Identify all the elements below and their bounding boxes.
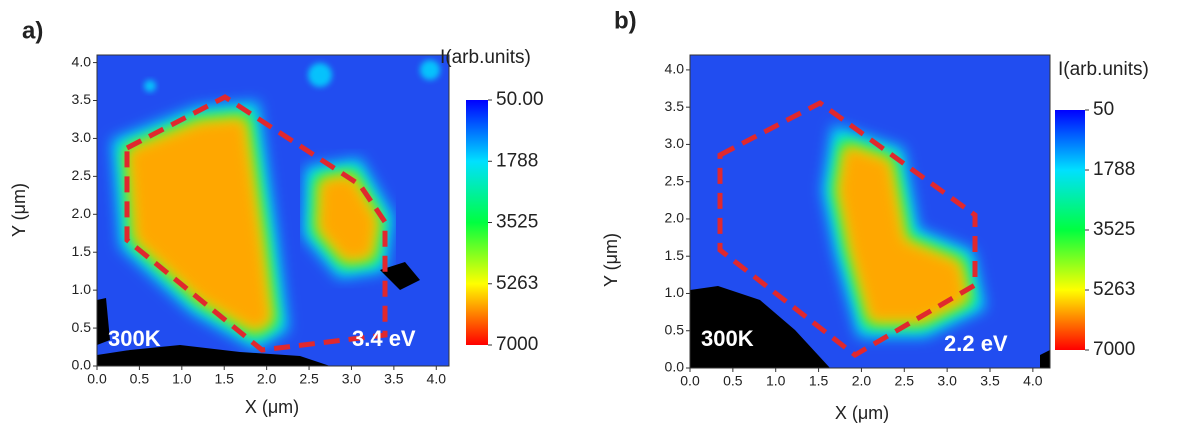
no-signal: [97, 298, 110, 345]
annotation: 2.2 eV: [944, 331, 1008, 356]
outline: [124, 94, 388, 353]
no-signal: [1040, 350, 1050, 368]
plot-frame: [96, 54, 450, 367]
y-tick-label: 2.0: [665, 210, 685, 226]
x-tick-label: 3.0: [342, 371, 362, 387]
blob-center: [318, 175, 378, 262]
x-tick-label: 2.0: [852, 373, 872, 389]
x-axis-label: X (μm): [835, 403, 889, 423]
colorbar-tick-label: 50: [1093, 99, 1114, 120]
y-tick-label: 2.5: [72, 167, 92, 183]
panel-label: a): [22, 17, 43, 44]
no-signal: [380, 262, 420, 290]
y-tick-label: 3.5: [665, 98, 685, 114]
y-tick-label: 4.0: [72, 53, 92, 69]
x-tick-label: 0.5: [130, 371, 150, 387]
x-tick-label: 3.5: [980, 373, 1000, 389]
outline: [717, 100, 978, 359]
y-tick-label: 3.5: [72, 91, 92, 107]
y-tick-label: 3.0: [665, 135, 685, 151]
y-tick-label: 2.5: [665, 172, 685, 188]
x-tick-label: 2.0: [257, 371, 277, 387]
colorbar-tick-label: 5263: [1093, 279, 1135, 300]
colorbar: [1055, 110, 1085, 350]
no-signal: [690, 286, 830, 368]
no-signal: [97, 345, 330, 366]
y-axis-label: Y (μm): [9, 183, 29, 237]
hot-spot: [308, 63, 332, 87]
y-tick-label: 1.5: [72, 243, 92, 259]
blob-center: [838, 145, 968, 322]
y-tick-label: 0.5: [665, 321, 685, 337]
x-tick-label: 3.0: [937, 373, 957, 389]
x-tick-label: 4.0: [427, 371, 447, 387]
x-tick-label: 1.5: [809, 373, 829, 389]
y-tick-label: 1.0: [665, 284, 685, 300]
x-tick-label: 2.5: [299, 371, 319, 387]
y-tick-label: 4.0: [665, 61, 685, 77]
colorbar-tick-label: 1788: [1093, 159, 1135, 180]
x-tick-label: 2.5: [895, 373, 915, 389]
blob-center: [128, 118, 272, 332]
colorbar-title: I(arb.units): [1058, 59, 1149, 80]
annotation: 300K: [701, 326, 754, 351]
y-tick-label: 0.0: [665, 359, 685, 375]
colorbar-tick-label: 7000: [496, 334, 538, 355]
colorbar: [466, 100, 488, 345]
y-tick-label: 3.0: [72, 129, 92, 145]
colorbar-tick-label: 50.00: [496, 89, 544, 110]
colorbar-tick-label: 3525: [496, 212, 538, 233]
y-tick-label: 0.0: [72, 357, 92, 373]
colorbar-tick-label: 7000: [1093, 339, 1135, 360]
hot-spot: [420, 60, 440, 80]
x-tick-label: 4.0: [1023, 373, 1043, 389]
y-tick-label: 0.5: [72, 319, 92, 335]
y-tick-label: 1.5: [665, 247, 685, 263]
x-tick-label: 1.5: [214, 371, 234, 387]
x-axis-label: X (μm): [245, 397, 299, 417]
x-tick-label: 1.0: [172, 371, 192, 387]
annotation: 300K: [108, 326, 161, 351]
x-tick-label: 0.0: [680, 373, 700, 389]
x-tick-label: 0.5: [723, 373, 743, 389]
y-axis-label: Y (μm): [601, 233, 621, 287]
colorbar-tick-label: 1788: [496, 150, 538, 171]
hot-spot: [144, 80, 156, 92]
y-tick-label: 2.0: [72, 205, 92, 221]
heatmap-image: [97, 55, 449, 366]
x-tick-label: 3.5: [384, 371, 404, 387]
x-tick-label: 1.0: [766, 373, 786, 389]
annotation: 3.4 eV: [352, 326, 416, 351]
colorbar-tick-label: 5263: [496, 273, 538, 294]
x-tick-label: 0.0: [87, 371, 107, 387]
colorbar-tick-label: 3525: [1093, 219, 1135, 240]
y-tick-label: 1.0: [72, 281, 92, 297]
plot-frame: [689, 54, 1051, 369]
colorbar-title: I(arb.units): [440, 47, 531, 68]
panel-label: b): [614, 7, 637, 34]
heatmap-image: [690, 55, 1050, 368]
